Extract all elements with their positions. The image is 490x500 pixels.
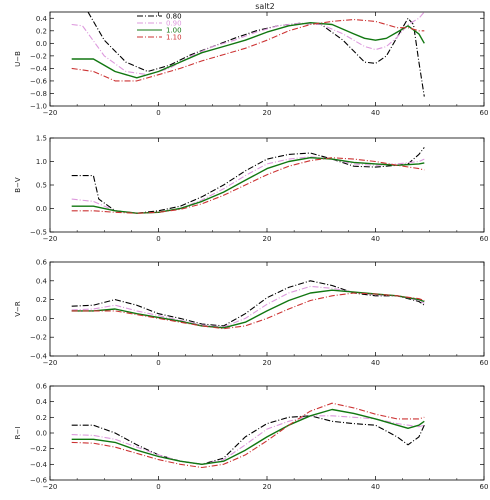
panel-4: −20 0 20 40 60 −0.6 −0.4 −0.2 0.0 0.2 0.4 0.6 R−I bbox=[14, 383, 488, 492]
legend-label: 0.80 bbox=[166, 13, 182, 21]
series-line-1-00 bbox=[71, 408, 425, 465]
y-tick-label: 0.5 bbox=[36, 182, 47, 190]
y-tick-label: −0.2 bbox=[30, 52, 47, 60]
y-tick-label: −0.4 bbox=[30, 461, 48, 469]
y-tick-label: 0.4 bbox=[36, 15, 48, 23]
y-axis-label: B−V bbox=[14, 177, 22, 193]
y-tick-label: 0.2 bbox=[36, 27, 47, 35]
y-tick-label: −0.4 bbox=[30, 353, 48, 361]
y-tick-label: 0.6 bbox=[36, 259, 48, 267]
y-tick-label: −0.6 bbox=[30, 77, 48, 85]
y-tick-label: 1.0 bbox=[36, 158, 47, 166]
series-line-1-00 bbox=[71, 289, 425, 329]
x-tick-label: −20 bbox=[43, 359, 58, 367]
series-line-0-80 bbox=[71, 415, 425, 465]
x-tick-label: 0 bbox=[156, 483, 160, 491]
legend: 0.800.901.001.10 bbox=[137, 13, 182, 42]
y-tick-label: 0.0 bbox=[36, 315, 47, 323]
series-line-0-90 bbox=[71, 12, 425, 76]
y-tick-label: −0.6 bbox=[30, 477, 48, 485]
x-tick-label: 20 bbox=[263, 483, 272, 491]
y-tick-label: 0.0 bbox=[36, 40, 47, 48]
x-tick-label: 0 bbox=[156, 235, 160, 243]
series-line-0-90 bbox=[71, 156, 425, 214]
y-tick-label: −0.2 bbox=[30, 334, 47, 342]
legend-label: 0.90 bbox=[166, 20, 182, 28]
x-tick-label: 60 bbox=[480, 359, 489, 367]
y-tick-label: −1.0 bbox=[30, 103, 47, 111]
series-line-0-80 bbox=[87, 12, 425, 97]
series-line-1-10 bbox=[71, 402, 425, 469]
series-line-0-90 bbox=[71, 285, 425, 328]
panels: −20 0 20 40 60 −1.0 −0.8 −0.6 −0.4 −0.2 0.0 0.2 0.4 U… bbox=[14, 11, 489, 492]
y-axis-label: V−R bbox=[14, 301, 22, 317]
x-tick-label: 40 bbox=[371, 483, 380, 491]
series-line-1-10 bbox=[71, 157, 425, 214]
y-tick-label: 0.2 bbox=[36, 414, 47, 422]
x-tick-label: −20 bbox=[43, 235, 58, 243]
panel-1: −20 0 20 40 60 −1.0 −0.8 −0.6 −0.4 −0.2 0.0 0.2 0.4 U… bbox=[14, 11, 489, 117]
x-tick-label: 20 bbox=[263, 235, 272, 243]
panel-2: −20 0 20 40 60 −0.5 0.0 0.5 1.0 1.5 B−V bbox=[14, 135, 488, 244]
y-tick-label: −0.8 bbox=[30, 90, 47, 98]
y-tick-label: 0.0 bbox=[36, 205, 47, 213]
y-tick-label: 0.0 bbox=[36, 430, 47, 438]
y-tick-label: 0.4 bbox=[36, 398, 48, 406]
x-tick-label: 40 bbox=[371, 359, 380, 367]
x-tick-label: 60 bbox=[480, 483, 489, 491]
x-tick-label: 0 bbox=[156, 109, 160, 117]
y-tick-label: −0.2 bbox=[30, 445, 47, 453]
x-tick-label: −20 bbox=[43, 483, 58, 491]
x-tick-label: 20 bbox=[263, 359, 272, 367]
y-tick-label: −0.5 bbox=[30, 229, 47, 237]
x-tick-label: 40 bbox=[371, 109, 380, 117]
x-tick-label: 20 bbox=[263, 109, 272, 117]
legend-label: 1.10 bbox=[166, 34, 182, 42]
chart-title: salt2 bbox=[255, 2, 275, 11]
y-tick-label: 0.6 bbox=[36, 383, 48, 391]
y-tick-label: 0.4 bbox=[36, 277, 48, 285]
series-line-1-10 bbox=[71, 18, 425, 82]
x-tick-label: −20 bbox=[43, 109, 58, 117]
plot-frame bbox=[49, 137, 485, 233]
x-tick-label: 60 bbox=[480, 109, 489, 117]
panel-3: −20 0 20 40 60 −0.4 −0.2 0.0 0.2 0.4 0.6 V−R bbox=[14, 259, 488, 368]
x-tick-label: 40 bbox=[371, 235, 380, 243]
series-line-0-90 bbox=[71, 415, 425, 465]
series-line-0-80 bbox=[71, 147, 425, 214]
x-tick-label: 60 bbox=[480, 235, 489, 243]
y-tick-label: −0.4 bbox=[30, 65, 48, 73]
y-axis-label: R−I bbox=[14, 427, 22, 440]
series-line-1-00 bbox=[71, 156, 425, 214]
y-tick-label: 1.5 bbox=[36, 135, 47, 143]
legend-label: 1.00 bbox=[166, 27, 182, 35]
series-line-0-80 bbox=[71, 280, 425, 327]
y-tick-label: 0.2 bbox=[36, 296, 47, 304]
y-axis-label: U−B bbox=[14, 51, 22, 67]
series-line-1-00 bbox=[71, 22, 425, 79]
x-tick-label: 0 bbox=[156, 359, 160, 367]
